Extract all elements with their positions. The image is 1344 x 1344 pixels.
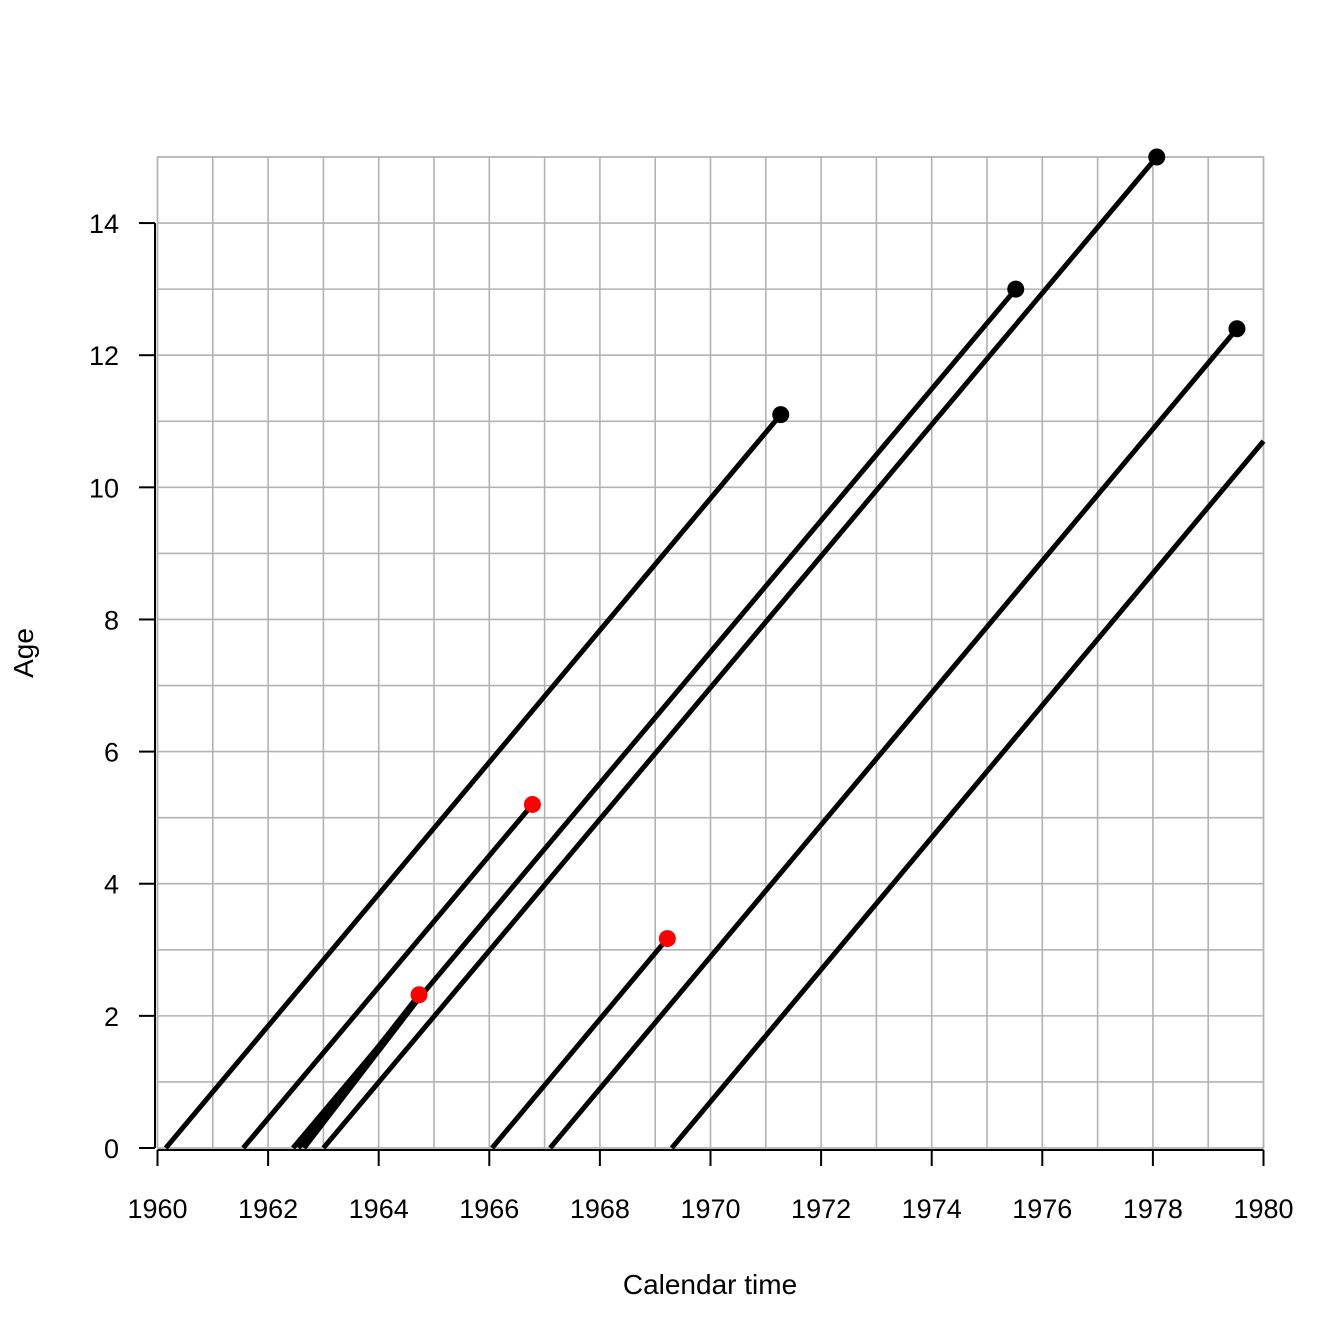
event-point (410, 986, 428, 1004)
x-tick-label: 1964 (349, 1194, 409, 1224)
y-tick-label: 4 (104, 870, 119, 900)
y-axis-title: Age (8, 628, 39, 678)
censor-point (1007, 280, 1025, 298)
y-tick-label: 8 (104, 605, 119, 635)
x-tick-label: 1970 (680, 1194, 740, 1224)
censor-point (1148, 148, 1166, 166)
y-tick-label: 10 (89, 473, 119, 503)
event-point (523, 795, 541, 813)
x-tick-label: 1976 (1012, 1194, 1072, 1224)
event-point (658, 930, 676, 948)
x-tick-label: 1966 (459, 1194, 519, 1224)
x-axis-title: Calendar time (623, 1269, 797, 1300)
life-line (296, 993, 422, 1150)
grid-lines (156, 156, 1265, 1149)
life-line (548, 327, 1239, 1150)
life-line (669, 439, 1266, 1150)
life-line (302, 993, 424, 1150)
life-lines (163, 155, 1266, 1150)
x-tick-label: 1972 (791, 1194, 851, 1224)
x-tick-label: 1978 (1123, 1194, 1183, 1224)
x-tick-label: 1980 (1233, 1194, 1293, 1224)
censor-point (1228, 320, 1246, 338)
life-line (321, 155, 1159, 1150)
x-tick-label: 1960 (127, 1194, 187, 1224)
y-tick-label: 0 (104, 1134, 119, 1164)
censor-point (772, 406, 790, 424)
end-markers (410, 148, 1246, 1004)
y-tick-label: 12 (89, 341, 119, 371)
life-line (490, 936, 670, 1150)
life-line (163, 413, 783, 1150)
x-axis: 1960 1962 1964 1966 1968 1970 1972 1974 1976 1978… (127, 1149, 1294, 1224)
y-tick-label: 6 (104, 738, 119, 768)
x-tick-label: 1974 (902, 1194, 962, 1224)
x-tick-label: 1962 (238, 1194, 298, 1224)
y-tick-label: 14 (89, 209, 119, 239)
y-tick-label: 2 (104, 1002, 119, 1032)
life-line (241, 802, 535, 1150)
y-axis: 0 2 4 6 8 10 12 14 (89, 209, 156, 1164)
x-tick-label: 1968 (570, 1194, 630, 1224)
plot-box (156, 156, 1265, 1149)
